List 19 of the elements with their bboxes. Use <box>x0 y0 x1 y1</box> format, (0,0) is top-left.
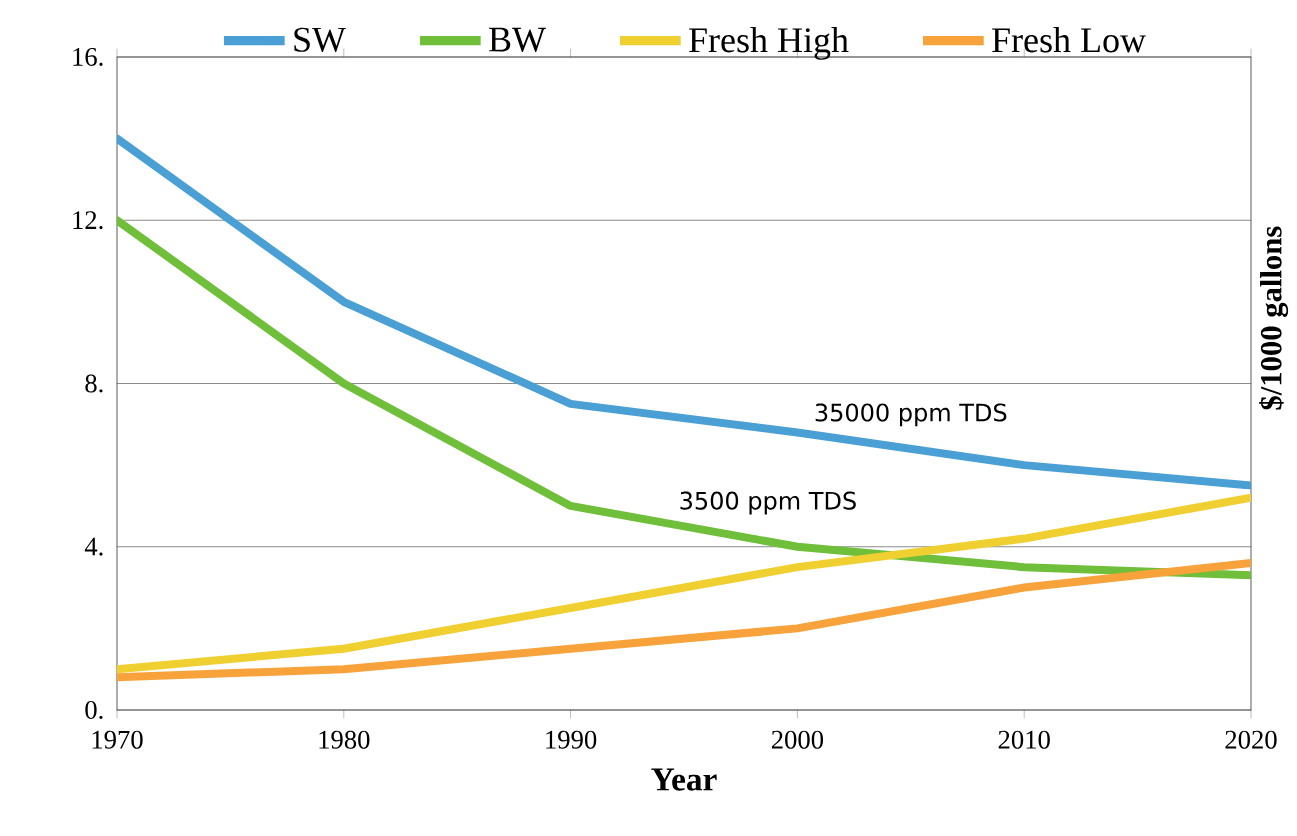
y-tick-label: 16. <box>73 47 103 67</box>
x-tick-label: 1980 <box>319 730 370 749</box>
legend-label: SW <box>294 27 346 53</box>
legend-label: Fresh High <box>689 27 849 60</box>
x-tick-label: 1970 <box>92 730 143 749</box>
x-axis-title: Year <box>651 768 717 791</box>
annotation: 35000 ppm TDS <box>815 403 1007 427</box>
y-tick-label: 8. <box>85 374 103 393</box>
y-axis-title: $/1000 gallons <box>1259 226 1289 410</box>
y-tick-label: 0. <box>85 700 103 720</box>
x-tick-label: 2000 <box>771 730 824 749</box>
legend-label: BW <box>489 27 546 52</box>
legend-label: Fresh Low <box>992 27 1146 53</box>
x-tick-label: 2020 <box>1225 730 1277 749</box>
annotation: 3500 ppm TDS <box>680 491 856 515</box>
x-tick-label: 2010 <box>998 730 1050 749</box>
x-tick-label: 1990 <box>546 730 597 749</box>
y-tick-label: 12. <box>73 211 103 230</box>
y-tick-label: 4. <box>84 537 103 556</box>
